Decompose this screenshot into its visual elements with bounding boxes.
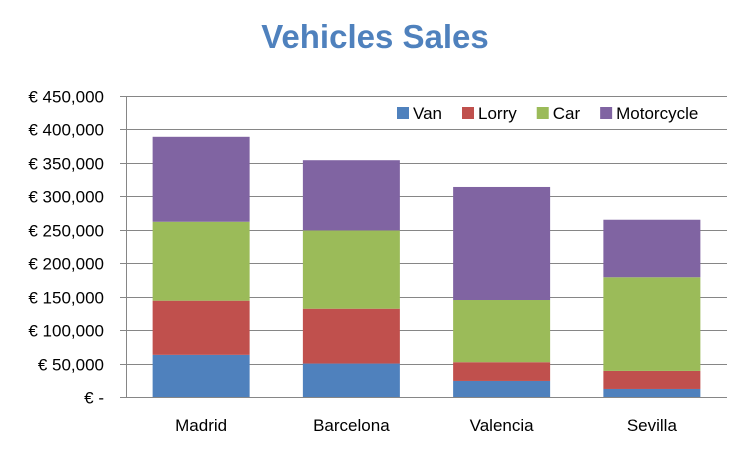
x-tick-label: Madrid	[175, 416, 227, 435]
legend-item: Motorcycle	[600, 104, 698, 123]
bar-car-sevilla	[603, 277, 701, 371]
bar-car-madrid	[152, 221, 250, 301]
y-tick-label: € 300,000	[28, 188, 104, 207]
bar-van-valencia	[453, 380, 551, 397]
y-tick-label: € 200,000	[28, 255, 104, 274]
y-tick-label: € 150,000	[28, 289, 104, 308]
bar-van-barcelona	[302, 363, 400, 397]
legend-swatch	[397, 107, 409, 119]
bar-lorry-barcelona	[302, 308, 400, 364]
legend-item: Lorry	[462, 104, 517, 123]
y-tick-label: € 450,000	[28, 88, 104, 107]
bar-motorcycle-madrid	[152, 136, 250, 222]
bar-van-sevilla	[603, 388, 701, 397]
bar-car-barcelona	[302, 230, 400, 309]
x-tick-label: Valencia	[470, 416, 534, 435]
legend: Van Lorry Car Motorcycle	[397, 104, 698, 123]
legend-item: Van	[397, 104, 442, 123]
chart-title: Vehicles Sales	[261, 18, 489, 55]
bar-motorcycle-valencia	[453, 186, 551, 301]
x-tick-label: Barcelona	[313, 416, 390, 435]
legend-label: Car	[553, 104, 581, 123]
bar-car-valencia	[453, 300, 551, 363]
x-tick-label: Sevilla	[627, 416, 678, 435]
legend-label: Van	[413, 104, 442, 123]
bar-lorry-madrid	[152, 300, 250, 355]
legend-item: Car	[536, 104, 581, 123]
bar-motorcycle-barcelona	[302, 160, 400, 231]
y-tick-label: € 400,000	[28, 121, 104, 140]
bar-lorry-sevilla	[603, 370, 701, 389]
legend-label: Lorry	[478, 104, 517, 123]
bar-motorcycle-sevilla	[603, 219, 701, 278]
y-tick-label: € 350,000	[28, 155, 104, 174]
legend-label: Motorcycle	[616, 104, 698, 123]
bar-lorry-valencia	[453, 362, 551, 381]
legend-swatch	[462, 107, 474, 119]
y-tick-label: € 250,000	[28, 222, 104, 241]
y-tick-label: € 50,000	[38, 356, 104, 375]
legend-swatch	[600, 107, 613, 119]
y-tick-label: € -	[84, 389, 104, 408]
bar-van-madrid	[152, 354, 250, 397]
legend-swatch	[536, 107, 549, 119]
y-tick-label: € 100,000	[28, 322, 104, 341]
